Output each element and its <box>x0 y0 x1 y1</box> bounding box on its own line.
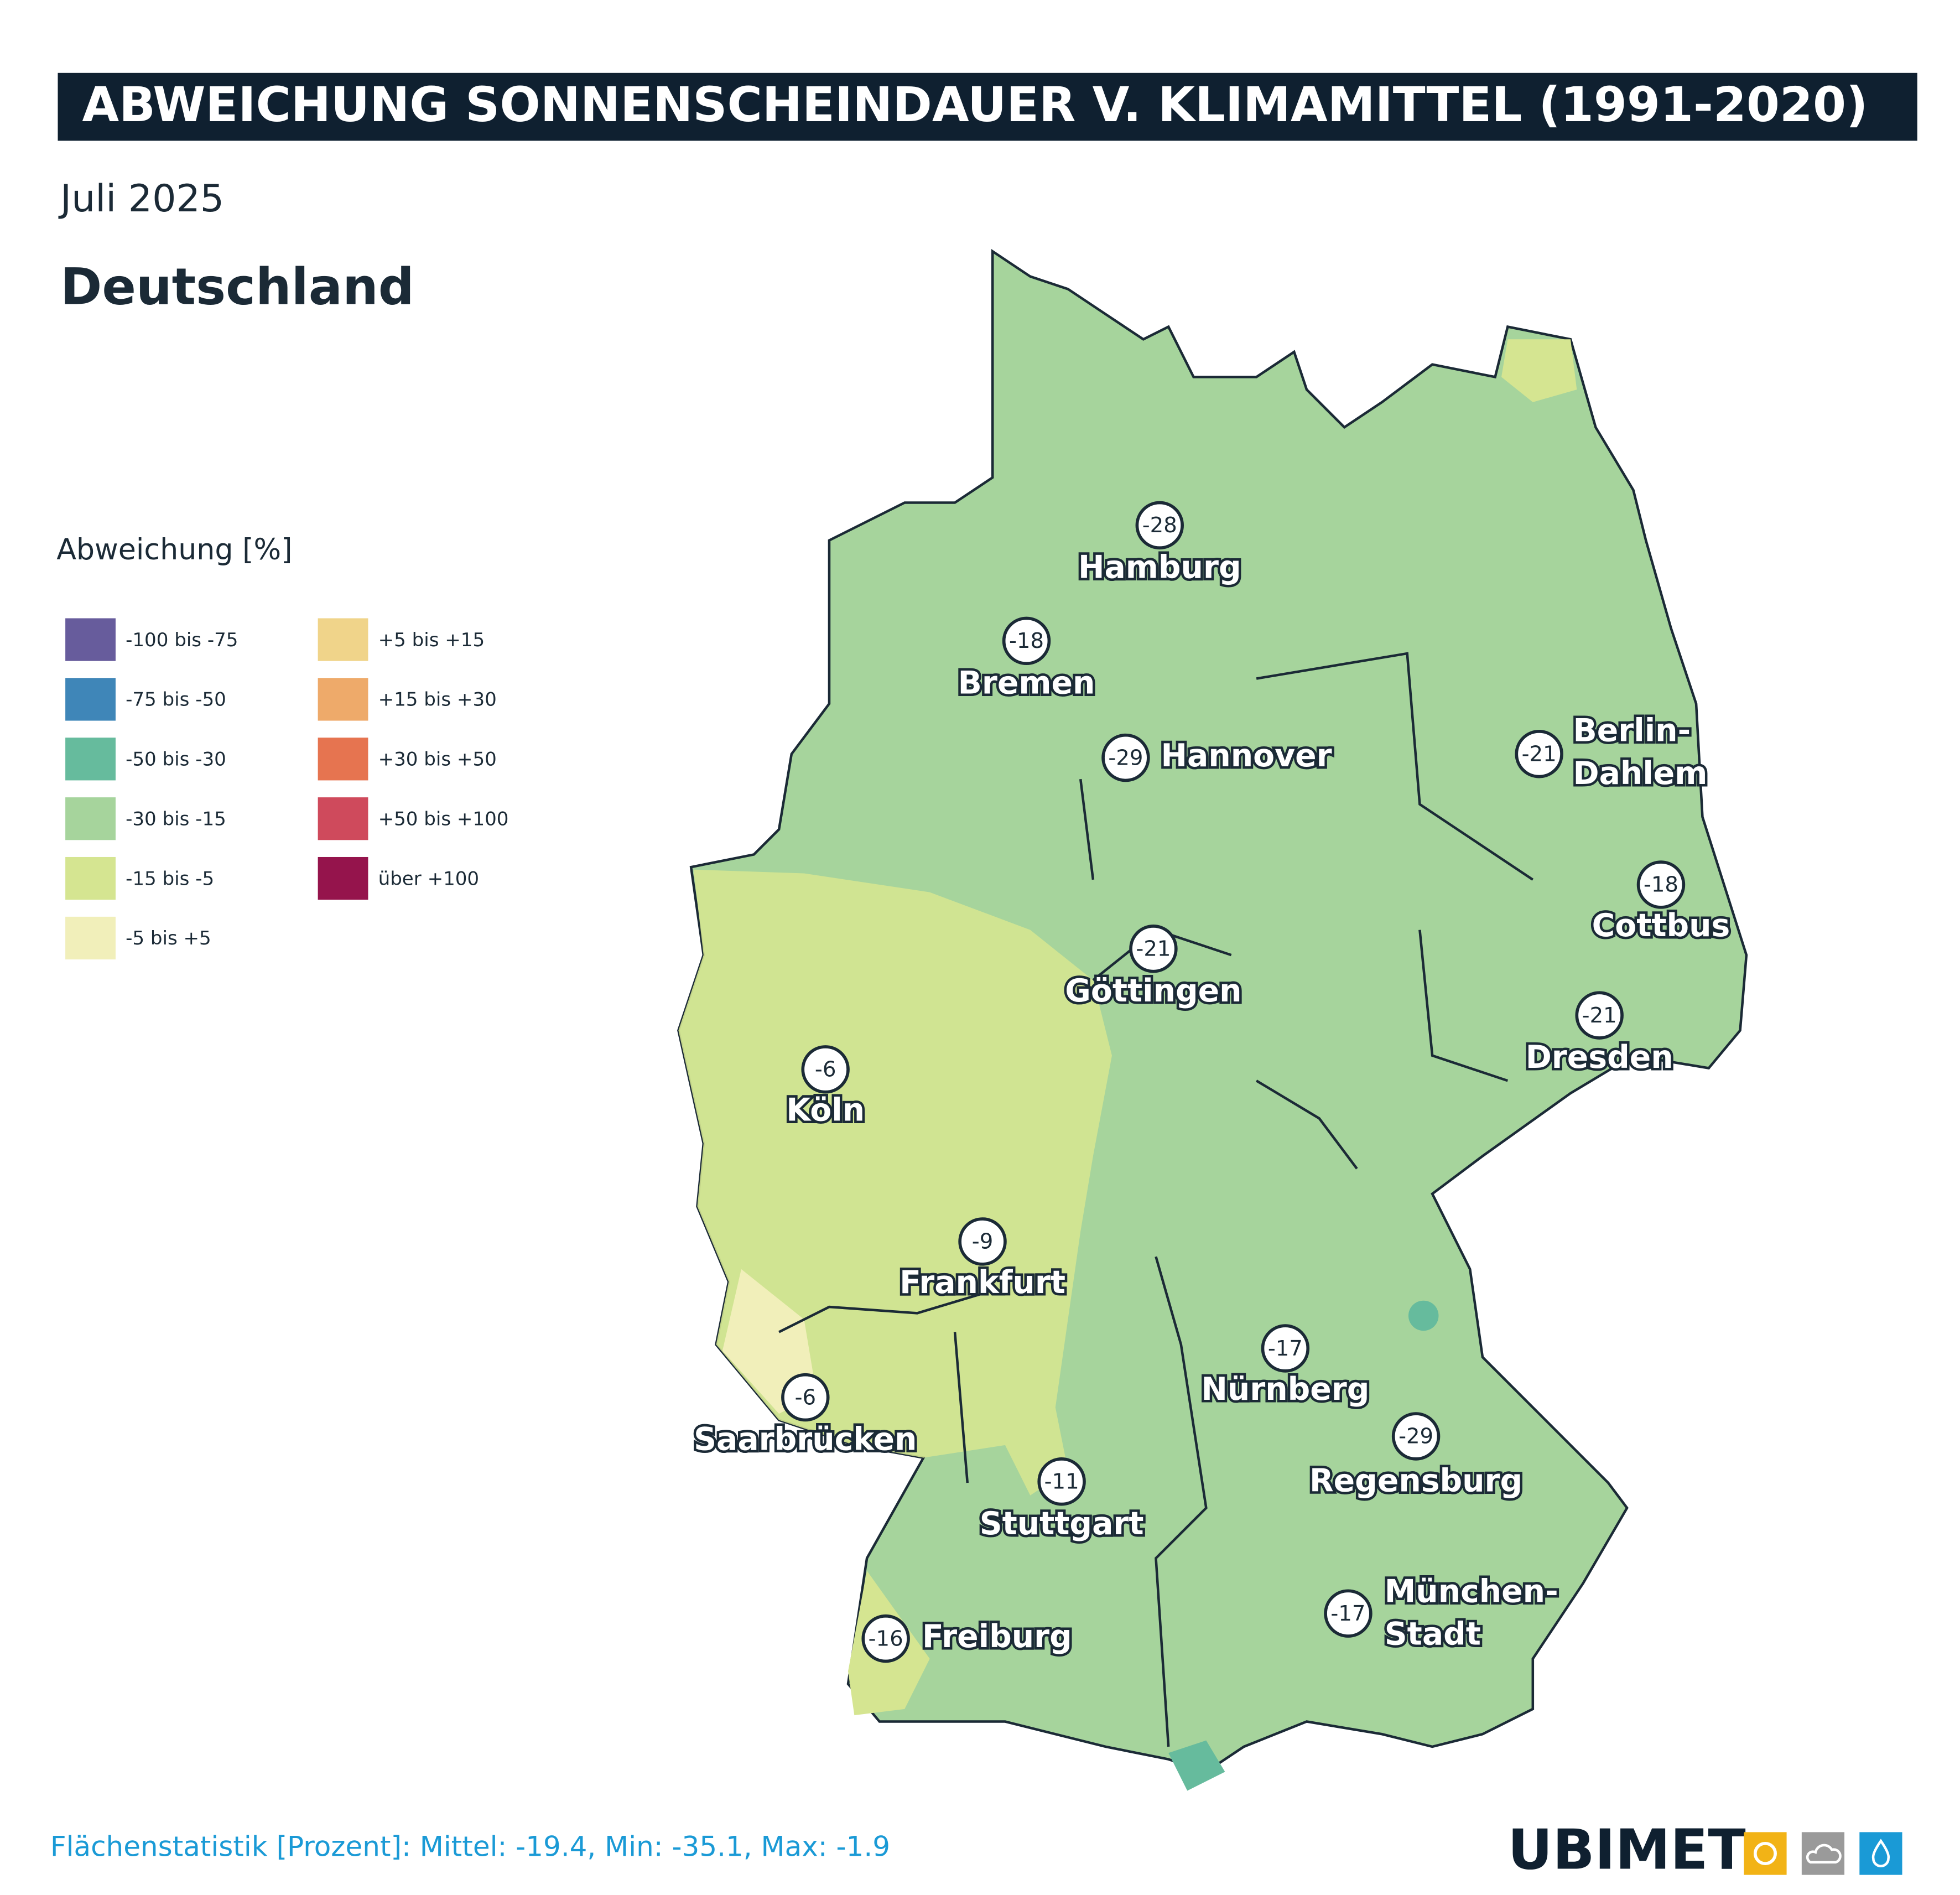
station-marker <box>781 1373 830 1422</box>
station-marker <box>1391 1412 1441 1461</box>
city-name: Göttingen <box>1065 973 1241 1009</box>
station-value: -6 <box>815 1057 836 1082</box>
title-bar <box>58 72 1917 141</box>
station-marker <box>1324 1589 1372 1638</box>
germany-map <box>677 249 1748 1791</box>
legend-swatch <box>318 856 368 900</box>
city-name: Saarbrücken <box>694 1421 917 1458</box>
footer-stats: Flächenstatistik [Prozent]: Mittel: -19.… <box>50 1830 890 1862</box>
legend-swatch <box>318 618 368 661</box>
station-value: -17 <box>1268 1336 1303 1361</box>
station-marker <box>1135 501 1184 550</box>
legend-swatch <box>318 738 368 781</box>
legend-title: Abweichung [%] <box>56 533 292 567</box>
station-value: -18 <box>1009 629 1044 653</box>
city-name: Frankfurt <box>900 1264 1065 1301</box>
legend-label: -50 bis -30 <box>126 749 226 771</box>
city-name: Berlin- <box>1573 713 1691 749</box>
city-name: Freiburg <box>922 1618 1072 1655</box>
legend-label: -75 bis -50 <box>126 689 226 711</box>
city-name: Stuttgart <box>980 1505 1144 1542</box>
station-value: -16 <box>869 1626 903 1651</box>
station-value: -21 <box>1522 742 1557 767</box>
city-name: München- <box>1385 1573 1558 1610</box>
period: Juli 2025 <box>58 177 224 221</box>
station-value: -29 <box>1108 745 1143 770</box>
dark-spot <box>1168 1740 1225 1791</box>
legend-label: -5 bis +5 <box>126 927 211 949</box>
legend-swatch <box>65 797 116 840</box>
region: Deutschland <box>60 258 414 316</box>
legend: -100 bis -75 -75 bis -50 -50 bis -30 -30 bi… <box>65 618 509 960</box>
station-value: -21 <box>1582 1003 1617 1028</box>
legend-label: +30 bis +50 <box>378 749 497 771</box>
station-marker <box>1515 730 1563 778</box>
station-marker <box>958 1217 1007 1266</box>
legend-label: -15 bis -5 <box>126 868 214 890</box>
station-value: -6 <box>795 1385 816 1410</box>
city-name: Regensburg <box>1309 1463 1522 1499</box>
city-name: Hamburg <box>1078 549 1241 585</box>
city-name: Cottbus <box>1592 907 1730 944</box>
city-name: Bremen <box>958 664 1095 701</box>
legend-swatch <box>65 856 116 900</box>
legend-label: -30 bis -15 <box>126 808 226 830</box>
city-name: Hannover <box>1161 738 1332 774</box>
logo: UBIMET <box>1507 1817 1745 1882</box>
station-marker <box>861 1614 910 1663</box>
logo-sun-icon <box>1753 1841 1777 1866</box>
station-marker <box>801 1045 850 1094</box>
legend-swatch <box>65 738 116 781</box>
station-value: -9 <box>972 1229 993 1254</box>
station-marker <box>1129 925 1178 973</box>
cities: -28 Hamburg -18 Bremen -29 Hannover -21 Berlin-… <box>692 501 1733 1663</box>
legend-swatch <box>65 916 116 960</box>
city-name: Stadt <box>1385 1616 1481 1653</box>
title: ABWEICHUNG SONNENSCHEINDAUER V. KLIMAMIT… <box>82 77 1868 133</box>
city-name: Köln <box>786 1092 865 1129</box>
station-marker <box>1101 733 1150 782</box>
legend-label: +15 bis +30 <box>378 689 497 711</box>
station-marker <box>1037 1457 1086 1506</box>
station-value: -11 <box>1044 1470 1079 1494</box>
legend-label: -100 bis -75 <box>126 629 238 651</box>
city-name: Nürnberg <box>1201 1371 1369 1408</box>
legend-swatch <box>65 678 116 721</box>
legend-label: über +100 <box>378 868 479 890</box>
station-marker <box>1261 1324 1310 1373</box>
legend-label: +50 bis +100 <box>378 808 509 830</box>
city-name: Dahlem <box>1573 755 1707 792</box>
logo-sun <box>1744 1832 1787 1875</box>
station-value: -29 <box>1398 1424 1433 1449</box>
station-value: -21 <box>1136 937 1171 962</box>
station-marker <box>1002 616 1051 666</box>
logo-drop <box>1859 1832 1902 1875</box>
legend-label: +5 bis +15 <box>378 629 485 651</box>
station-value: -18 <box>1644 873 1678 897</box>
city-name: Dresden <box>1526 1039 1673 1076</box>
logo-cloud-icon <box>1806 1844 1842 1864</box>
dark-spot <box>1408 1300 1439 1331</box>
station-value: -28 <box>1142 513 1177 538</box>
legend-swatch <box>318 678 368 721</box>
northeast-zone <box>1501 339 1577 402</box>
legend-swatch <box>65 618 116 661</box>
station-marker <box>1575 991 1624 1040</box>
logo-drop-icon <box>1871 1839 1890 1867</box>
legend-swatch <box>318 797 368 840</box>
station-value: -17 <box>1330 1601 1365 1626</box>
station-marker <box>1636 860 1686 909</box>
